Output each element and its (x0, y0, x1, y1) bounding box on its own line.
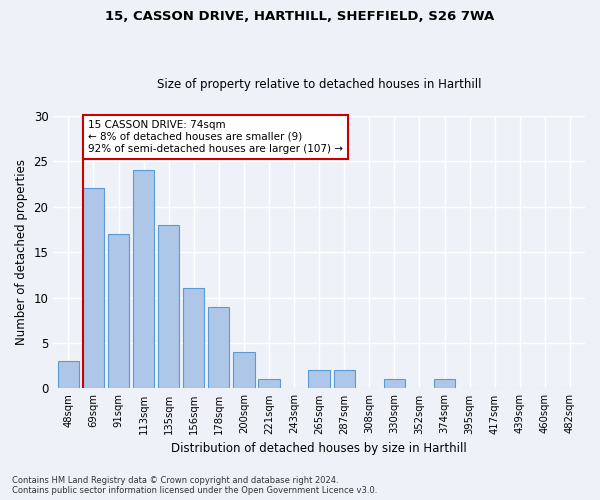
Bar (158, 225, 179, 388)
Bar (334, 370, 355, 388)
Bar (434, 380, 455, 388)
Bar (183, 288, 205, 388)
Text: 15 CASSON DRIVE: 74sqm
← 8% of detached houses are smaller (9)
92% of semi-detac: 15 CASSON DRIVE: 74sqm ← 8% of detached … (88, 120, 343, 154)
Bar (259, 380, 280, 388)
Title: Size of property relative to detached houses in Harthill: Size of property relative to detached ho… (157, 78, 481, 91)
Bar (208, 306, 229, 388)
Y-axis label: Number of detached properties: Number of detached properties (15, 159, 28, 345)
Bar (384, 380, 405, 388)
Bar (58, 361, 79, 388)
X-axis label: Distribution of detached houses by size in Harthill: Distribution of detached houses by size … (171, 442, 467, 455)
Text: Contains HM Land Registry data © Crown copyright and database right 2024.
Contai: Contains HM Land Registry data © Crown c… (12, 476, 377, 495)
Text: 15, CASSON DRIVE, HARTHILL, SHEFFIELD, S26 7WA: 15, CASSON DRIVE, HARTHILL, SHEFFIELD, S… (106, 10, 494, 23)
Bar (133, 170, 154, 388)
Bar (233, 352, 254, 389)
Bar (308, 370, 330, 388)
Bar (108, 234, 129, 388)
Bar (83, 188, 104, 388)
